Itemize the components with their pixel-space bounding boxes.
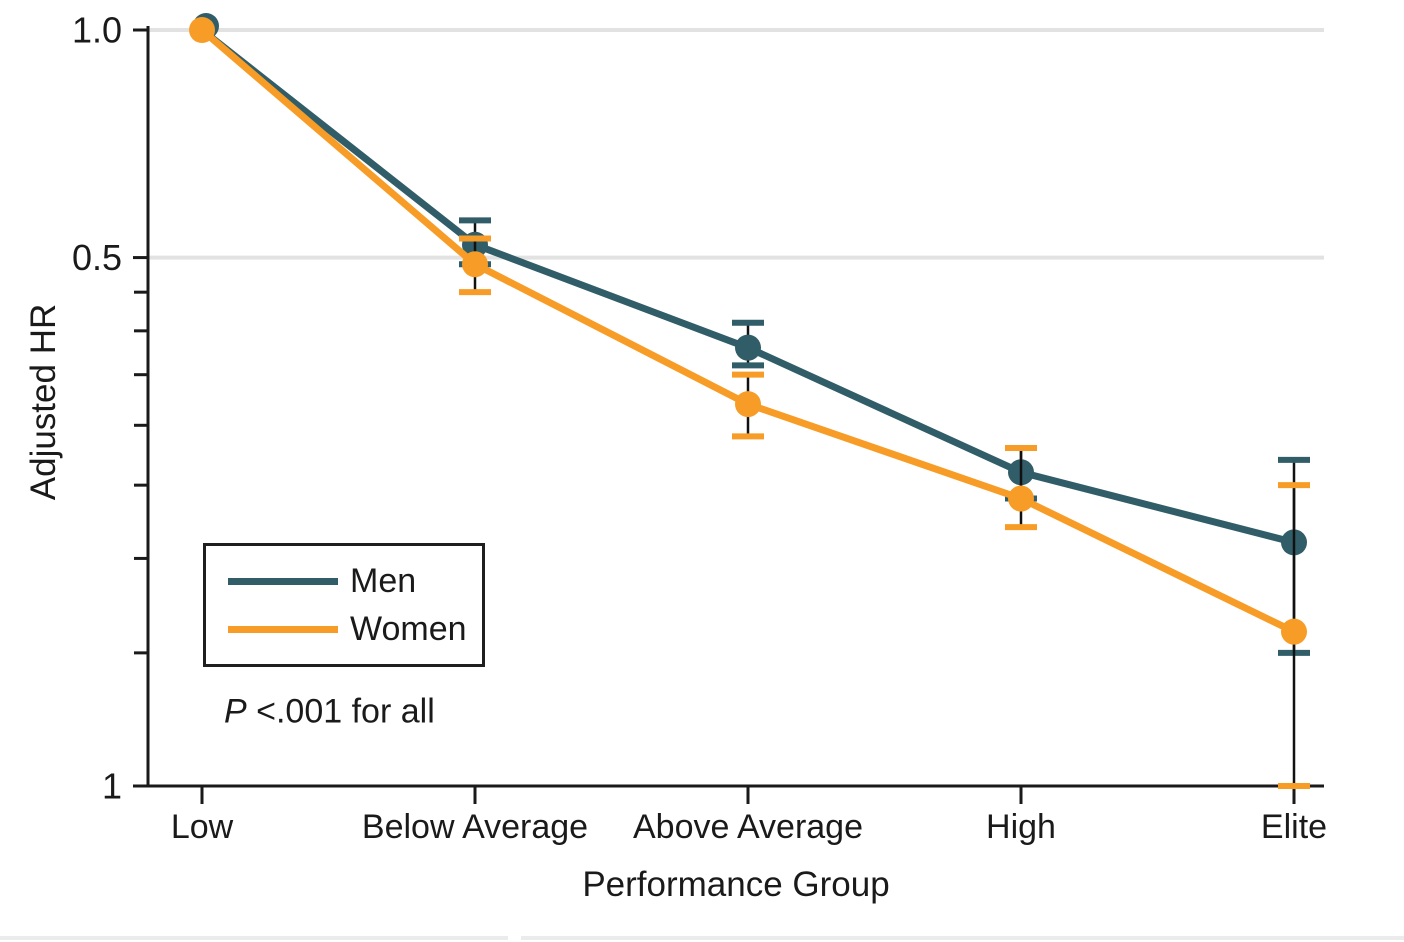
x-axis-category-label: High (986, 808, 1056, 846)
x-axis-category-label: Above Average (633, 808, 863, 846)
y-axis-tick-label: 0.5 (72, 237, 122, 278)
legend-box: Men Women (203, 543, 485, 667)
y-axis-tick-label: 1 (102, 766, 122, 807)
x-axis-category-label: Below Average (362, 808, 588, 846)
legend-label-men: Men (350, 562, 417, 600)
men-line-swatch (228, 577, 338, 585)
x-axis-category-label: Low (171, 808, 234, 846)
cropped-text-artifact-right (521, 936, 1404, 940)
p-value-note: P <.001 for all (224, 693, 435, 732)
legend-item-women: Women (206, 612, 482, 646)
women-data-point (189, 17, 215, 43)
women-data-point (1281, 618, 1307, 645)
p-note-rest: <.001 for all (246, 692, 435, 731)
women-data-point (462, 251, 488, 278)
women-data-point (735, 391, 761, 418)
x-axis-category-label: Elite (1261, 808, 1327, 846)
women-line-swatch (228, 625, 338, 633)
legend-label-women: Women (350, 610, 467, 648)
x-axis-title: Performance Group (582, 865, 890, 904)
legend-item-men: Men (206, 564, 482, 598)
men-data-point (735, 334, 761, 361)
cropped-text-artifact-left (0, 936, 508, 940)
women-data-point (1008, 485, 1034, 512)
y-axis-tick-label: 1.0 (72, 10, 122, 51)
men-series-line (199, 27, 1295, 546)
y-axis-title: Adjusted HR (24, 303, 63, 501)
p-symbol: P (224, 692, 247, 731)
